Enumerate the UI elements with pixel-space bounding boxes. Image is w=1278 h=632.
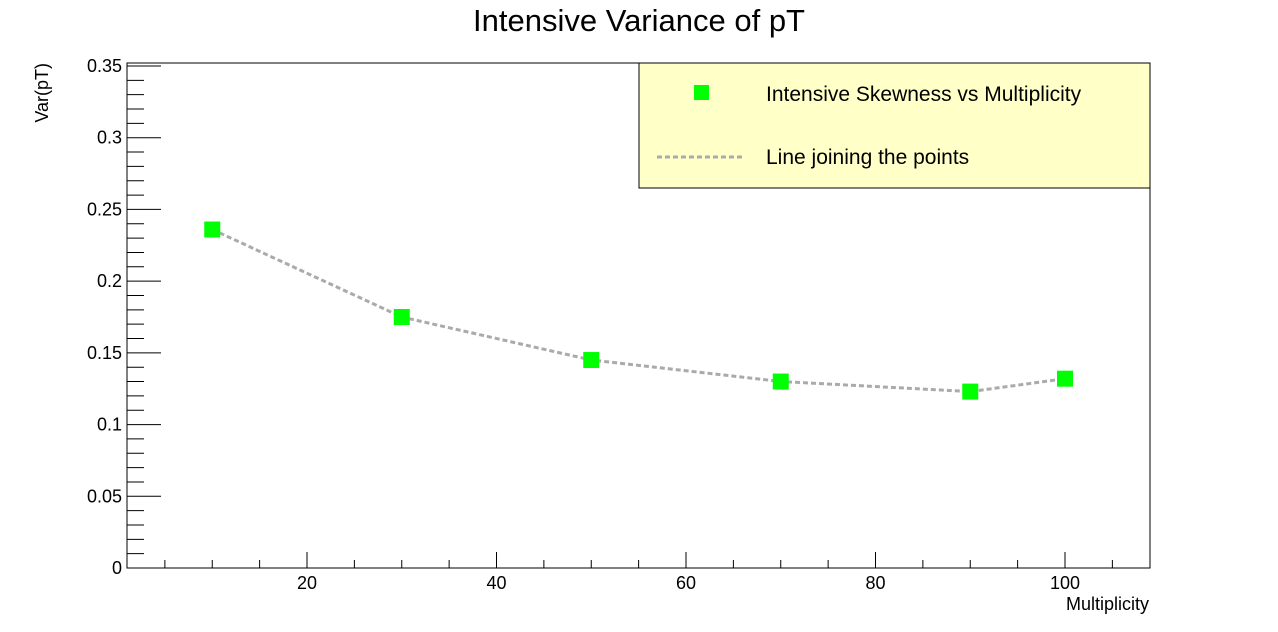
x-tick-label: 40 [486,573,506,593]
data-point [583,352,600,369]
y-axis: 0 0.05 0.1 0.15 0.2 0.25 0.3 0.35 [87,56,161,578]
legend-marker-swatch [694,85,709,100]
legend: Intensive Skewness vs Multiplicity Line … [638,62,1151,189]
chart-title: Intensive Variance of pT [473,3,805,38]
y-axis-title: Var(pT) [32,63,52,123]
x-axis: 20 40 60 80 100 [164,552,1113,593]
legend-box [638,62,1151,189]
y-tick-label: 0.25 [87,199,122,219]
data-point [772,373,789,390]
y-tick-label: 0 [112,558,122,578]
y-tick-label: 0.3 [97,128,122,148]
x-tick-label: 100 [1050,573,1080,593]
data-point [962,383,979,400]
data-line [211,228,1066,394]
y-tick-label: 0.2 [97,271,122,291]
y-tick-label: 0.1 [97,415,122,435]
y-tick-label: 0.05 [87,486,122,506]
x-tick-label: 60 [676,573,696,593]
x-tick-label: 20 [297,573,317,593]
data-point [393,309,410,325]
legend-label-line: Line joining the points [766,146,969,169]
x-axis-title: Multiplicity [1066,594,1149,614]
x-tick-label: 80 [865,573,885,593]
y-tick-label: 0.35 [87,56,122,76]
y-tick-label: 0.15 [87,343,122,363]
data-point [1057,370,1073,387]
data-point [204,221,221,238]
legend-label-markers: Intensive Skewness vs Multiplicity [766,83,1082,106]
series-markers [204,221,1073,400]
series-line [211,228,1066,394]
